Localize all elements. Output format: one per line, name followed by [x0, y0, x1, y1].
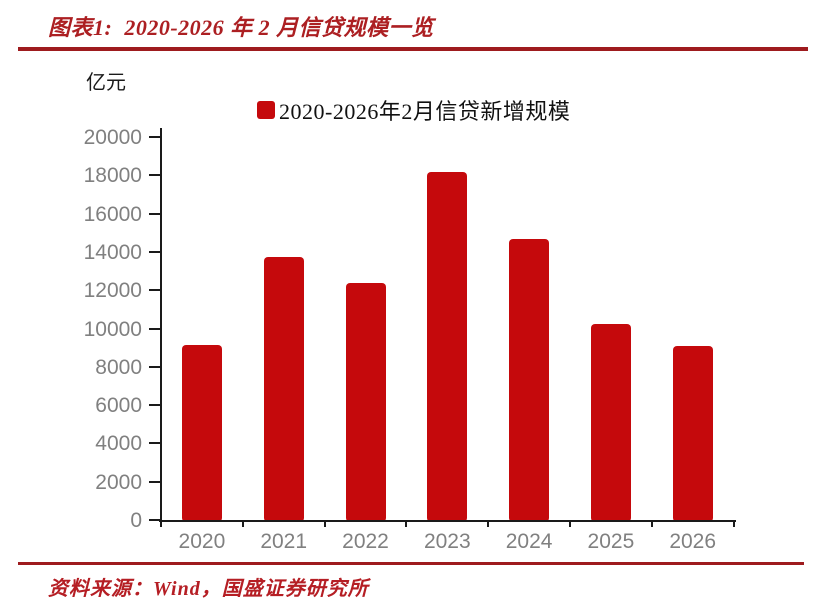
x-tick-mark	[241, 520, 244, 527]
x-tick-mark	[650, 520, 653, 527]
y-tick-mark	[149, 519, 161, 521]
bar-2020	[181, 344, 222, 522]
x-tick-label: 2023	[423, 530, 471, 553]
y-tick-mark	[149, 442, 161, 445]
x-tick-mark	[569, 520, 571, 527]
bar-2021	[263, 256, 304, 522]
x-tick-mark	[732, 520, 735, 527]
x-tick-label: 2021	[260, 530, 308, 553]
y-tick-label: 4000	[95, 432, 142, 456]
y-tick-mark	[149, 404, 161, 407]
bar-2022	[345, 282, 386, 522]
y-tick-label: 14000	[83, 240, 142, 264]
y-tick-mark	[149, 289, 161, 292]
x-tick-mark	[405, 520, 408, 527]
bar-2026	[672, 345, 713, 522]
y-tick-mark	[149, 480, 161, 483]
y-tick-mark	[149, 327, 161, 330]
x-axis-line	[159, 520, 736, 522]
source-note: 资料来源：Wind，国盛证券研究所	[48, 578, 369, 600]
figure-title: 图表1: 2020-2026 年 2 月信贷规模一览	[48, 15, 434, 40]
x-tick-label: 2026	[669, 530, 717, 553]
x-tick-mark	[160, 520, 162, 527]
bar-2025	[590, 323, 631, 522]
legend-swatch-icon	[257, 101, 275, 119]
y-axis-unit-label: 亿元	[86, 72, 126, 94]
x-tick-mark	[323, 520, 326, 527]
bottom-divider	[18, 562, 804, 565]
bar-2024	[509, 239, 550, 522]
x-tick-label: 2025	[587, 530, 635, 553]
y-tick-label: 2000	[95, 470, 142, 494]
y-tick-mark	[149, 365, 161, 368]
y-tick-label: 12000	[83, 279, 142, 303]
y-tick-label: 0	[130, 509, 142, 532]
x-tick-label: 2022	[342, 530, 389, 553]
legend-label: 2020-2026年2月信贷新增规模	[279, 99, 571, 124]
x-tick-mark	[487, 520, 490, 527]
y-tick-label: 6000	[95, 394, 142, 418]
y-tick-label: 8000	[95, 355, 142, 379]
x-tick-label: 2024	[505, 530, 553, 553]
y-tick-label: 16000	[83, 202, 142, 226]
x-tick-label: 2020	[178, 530, 226, 553]
y-axis-line	[160, 128, 162, 522]
y-tick-mark	[149, 250, 161, 253]
y-tick-mark	[149, 136, 161, 138]
y-tick-mark	[149, 174, 161, 177]
y-tick-label: 18000	[83, 164, 142, 188]
chart-legend: 2020-2026年2月信贷新增规模	[257, 94, 570, 126]
y-tick-label: 10000	[83, 317, 142, 341]
bar-2023	[427, 172, 468, 522]
top-divider	[18, 47, 808, 51]
y-tick-mark	[149, 212, 161, 215]
y-tick-label: 20000	[83, 126, 142, 149]
